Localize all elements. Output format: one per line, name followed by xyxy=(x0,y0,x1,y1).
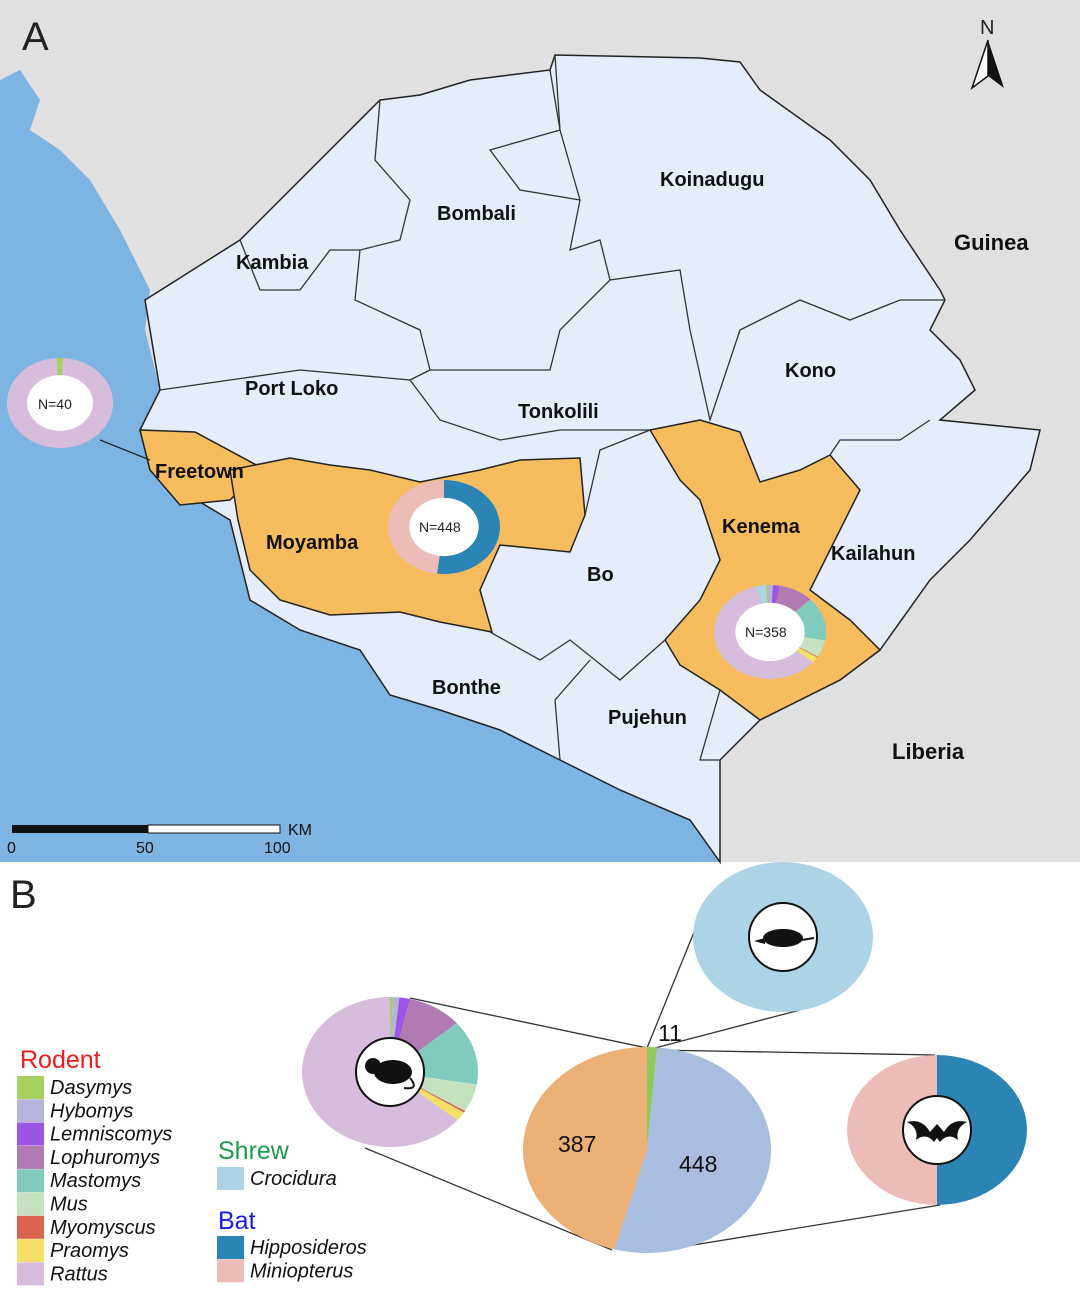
north-label: N xyxy=(980,17,994,39)
legend-label-myomyscus: Myomyscus xyxy=(50,1217,156,1239)
legend-swatch-mastomys xyxy=(17,1169,44,1193)
scale-tick-0: 0 xyxy=(7,840,16,857)
rat-icon xyxy=(355,1037,425,1107)
label-bo: Bo xyxy=(587,564,614,586)
shrew-icon xyxy=(748,902,818,972)
legend-label-lophuromys: Lophuromys xyxy=(50,1147,160,1169)
totals-slice-rodent xyxy=(614,1047,771,1253)
count-rodent: 448 xyxy=(679,1151,717,1177)
legend-label-mastomys: Mastomys xyxy=(50,1170,141,1192)
legend-label-miniopterus: Miniopterus xyxy=(250,1260,353,1282)
legend-swatch-lophuromys xyxy=(17,1145,44,1169)
district-boundaries xyxy=(159,54,945,761)
label-kenema: Kenema xyxy=(722,516,801,538)
legend-swatch-lemniscomys xyxy=(17,1122,44,1146)
map-pie-center xyxy=(735,602,805,662)
legend-title-shrew: Shrew xyxy=(218,1137,290,1165)
legend-swatch-miniopterus xyxy=(217,1259,244,1283)
legend-label-hybomys: Hybomys xyxy=(50,1100,133,1122)
legend-label-hipposideros: Hipposideros xyxy=(250,1237,367,1259)
label-guinea: Guinea xyxy=(954,230,1029,255)
sea xyxy=(0,70,720,862)
bat-icon xyxy=(902,1095,972,1165)
pie-label-n358: N=358 xyxy=(745,624,787,640)
map-pie-center xyxy=(409,497,479,557)
label-kailahun: Kailahun xyxy=(831,543,915,565)
bat-slice-miniopterus xyxy=(847,1055,937,1205)
bat-pie xyxy=(847,1055,1027,1205)
legend-swatch-dasymys xyxy=(17,1076,44,1099)
legend-title-rodent: Rodent xyxy=(20,1046,101,1074)
district-freetown xyxy=(139,429,264,506)
legend-swatch-mus xyxy=(17,1192,44,1216)
legend-swatch-rattus xyxy=(17,1262,44,1286)
map-pie-n358 xyxy=(714,584,826,679)
totals-slice-bat xyxy=(522,1047,647,1250)
label-liberia: Liberia xyxy=(892,739,965,764)
totals-slice-shrew xyxy=(647,1047,658,1150)
map-pie-center xyxy=(27,375,93,431)
label-koinadugu: Koinadugu xyxy=(660,169,764,191)
count-bat: 387 xyxy=(558,1131,596,1157)
scale-tick-50: 50 xyxy=(136,840,154,857)
legend-swatch-hybomys xyxy=(17,1099,44,1123)
label-bonthe: Bonthe xyxy=(432,677,501,699)
connector-lines xyxy=(364,904,941,1253)
panel-a-label: A xyxy=(22,15,49,59)
bat-slice-hipposideros xyxy=(937,1055,1027,1205)
legend-swatch-crocidura xyxy=(217,1167,244,1190)
legend-label-mus: Mus xyxy=(50,1194,88,1216)
legend-label-dasymys: Dasymys xyxy=(50,1077,132,1099)
legend-label-praomys: Praomys xyxy=(50,1240,129,1262)
pie-label-n40: N=40 xyxy=(38,396,72,412)
label-pujehun: Pujehun xyxy=(608,707,687,729)
legend-swatch-hipposideros xyxy=(217,1236,244,1259)
pie-label-n448: N=448 xyxy=(419,519,461,535)
legend-label-lemniscomys: Lemniscomys xyxy=(50,1124,172,1146)
scale-bar xyxy=(12,824,281,834)
label-kono: Kono xyxy=(785,360,836,382)
label-bombali: Bombali xyxy=(437,203,516,225)
north-arrow-icon xyxy=(970,39,1004,91)
map-pie-n448 xyxy=(387,480,500,574)
legend-label-crocidura: Crocidura xyxy=(250,1168,337,1190)
legend-swatch-praomys xyxy=(17,1239,44,1263)
count-shrew: 11 xyxy=(658,1020,682,1046)
totals-pie xyxy=(522,1047,771,1253)
map-pie-n40 xyxy=(7,358,114,448)
label-kambia: Kambia xyxy=(236,252,309,274)
leader-line xyxy=(99,439,151,461)
label-moyamba: Moyamba xyxy=(266,532,359,554)
legend-label-rattus: Rattus xyxy=(50,1263,108,1285)
label-freetown: Freetown xyxy=(155,461,244,483)
label-port-loko: Port Loko xyxy=(245,378,338,400)
scale-unit: KM xyxy=(288,822,312,839)
legend-title-bat: Bat xyxy=(218,1207,256,1235)
label-tonkolili: Tonkolili xyxy=(518,401,599,423)
scale-tick-100: 100 xyxy=(264,840,291,857)
legend-swatch-myomyscus xyxy=(17,1215,44,1239)
panel-b-label: B xyxy=(10,873,37,917)
